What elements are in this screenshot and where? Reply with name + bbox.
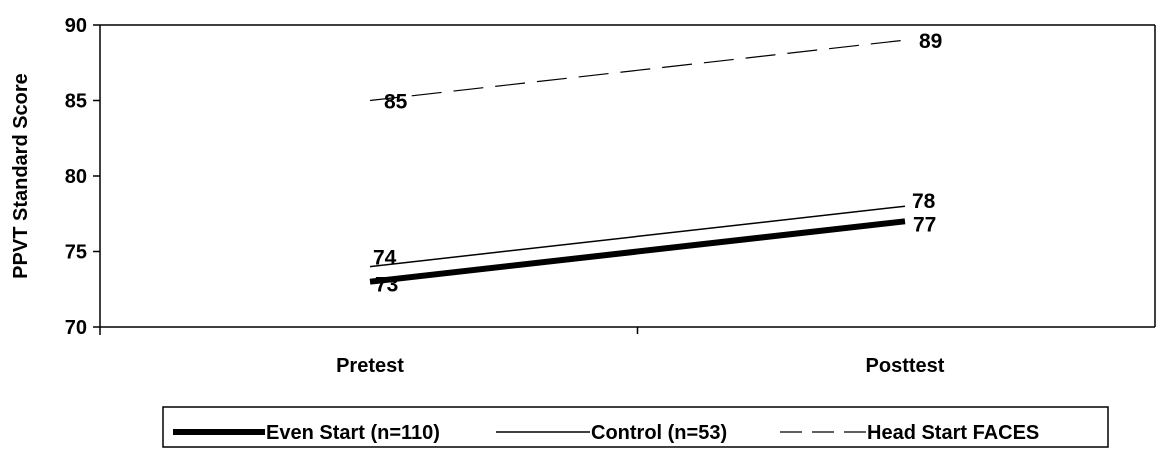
y-tick-label: 75 [65, 242, 87, 264]
series-line-0 [369, 218, 906, 285]
data-label: 89 [919, 30, 942, 53]
legend-label-0: Even Start (n=110) [266, 422, 440, 444]
series-line-1 [369, 205, 906, 268]
x-category-label: Posttest [866, 355, 945, 377]
y-axis-label: PPVT Standard Score [10, 73, 32, 279]
data-label: 73 [375, 274, 398, 297]
legend-label-2: Head Start FACES [867, 422, 1039, 444]
legend-box [162, 406, 1109, 448]
y-tick-label: 90 [65, 15, 87, 37]
data-label: 74 [373, 247, 397, 270]
data-label: 85 [384, 91, 408, 114]
x-category-label: Pretest [336, 355, 404, 377]
legend-label-1: Control (n=53) [591, 422, 727, 444]
x-category-labels: Pretest Posttest [336, 355, 945, 377]
axes [93, 24, 1156, 335]
y-tick-labels: 70 75 80 85 90 [65, 15, 87, 339]
series-line-2 [369, 39, 906, 102]
y-tick-label: 70 [65, 317, 87, 339]
data-labels: 73 77 74 78 85 89 [373, 30, 942, 297]
y-tick-label: 85 [65, 91, 87, 113]
data-label: 78 [912, 190, 936, 213]
y-tick-label: 80 [65, 166, 87, 188]
data-label: 77 [913, 213, 936, 236]
legend: Even Start (n=110) Control (n=53) Head Sta… [162, 406, 1109, 448]
series-lines [369, 39, 906, 285]
